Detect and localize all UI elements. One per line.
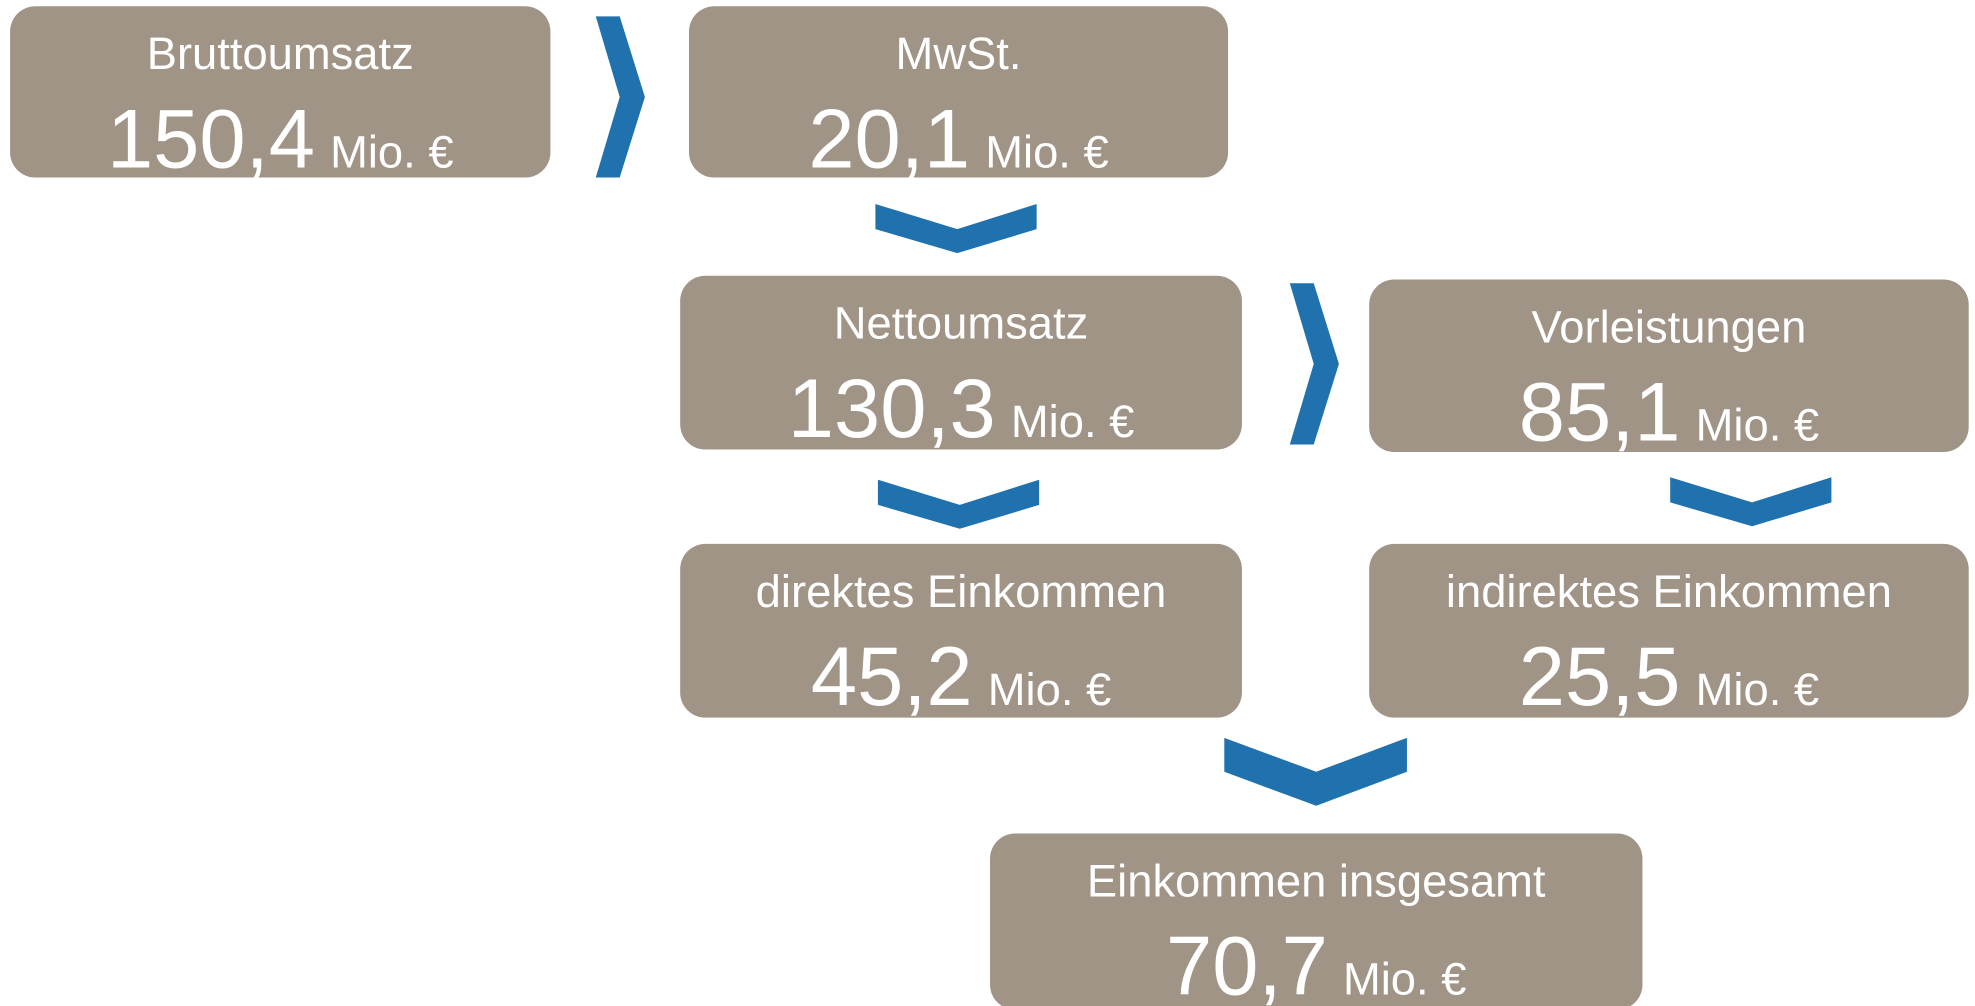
node-value-line: 70,7 Mio. €: [1166, 920, 1466, 1006]
node-label: Bruttoumsatz: [147, 28, 414, 79]
arrow-down: [875, 203, 1037, 254]
node-unit: Mio. €: [1696, 400, 1819, 451]
node-value-line: 130,3 Mio. €: [788, 362, 1135, 455]
node-unit: Mio. €: [330, 126, 453, 177]
node-value-line: 45,2 Mio. €: [811, 630, 1111, 723]
node-unit: Mio. €: [985, 126, 1108, 177]
node-value: 20,1: [808, 92, 970, 185]
node-value-line: 150,4 Mio. €: [107, 92, 454, 185]
node: Nettoumsatz 130,3 Mio. €: [680, 275, 1242, 455]
node-label: MwSt.: [896, 28, 1022, 79]
node-box: [990, 833, 1643, 1006]
arrow-down: [1670, 477, 1832, 527]
node-box: [1369, 279, 1969, 453]
node-label: Einkommen insgesamt: [1087, 855, 1546, 906]
node-box: [10, 6, 551, 178]
node-box: [680, 543, 1242, 718]
node: indirektes Einkommen 25,5 Mio. €: [1369, 543, 1969, 723]
arrow-down: [877, 479, 1040, 529]
arrow-down: [1224, 737, 1407, 806]
node: Vorleistungen 85,1 Mio. €: [1369, 279, 1969, 459]
node: Bruttoumsatz 150,4 Mio. €: [10, 6, 551, 185]
node-unit: Mio. €: [1343, 954, 1466, 1005]
node-label: Vorleistungen: [1532, 301, 1807, 352]
node-unit: Mio. €: [1011, 396, 1134, 447]
node-value-line: 85,1 Mio. €: [1519, 366, 1819, 459]
node-value: 85,1: [1519, 366, 1681, 459]
node: direktes Einkommen 45,2 Mio. €: [680, 543, 1242, 723]
node-box: [1369, 543, 1969, 718]
node-label: direktes Einkommen: [756, 566, 1167, 617]
node-value: 45,2: [811, 630, 973, 723]
arrow-right: [595, 16, 645, 178]
node-label: indirektes Einkommen: [1446, 566, 1892, 617]
node-unit: Mio. €: [1696, 664, 1819, 715]
node-box: [680, 275, 1242, 450]
node-value-line: 20,1 Mio. €: [808, 92, 1108, 185]
node-unit: Mio. €: [988, 664, 1111, 715]
node-value-line: 25,5 Mio. €: [1519, 630, 1819, 723]
arrow-right: [1289, 283, 1339, 445]
node-value: 150,4: [107, 92, 315, 185]
node-value: 130,3: [788, 362, 996, 455]
node: Einkommen insgesamt 70,7 Mio. €: [990, 833, 1643, 1006]
node: MwSt. 20,1 Mio. €: [688, 6, 1229, 185]
node-label: Nettoumsatz: [834, 298, 1089, 349]
node-value: 25,5: [1519, 630, 1681, 723]
node-value: 70,7: [1166, 920, 1328, 1006]
node-box: [688, 6, 1229, 178]
